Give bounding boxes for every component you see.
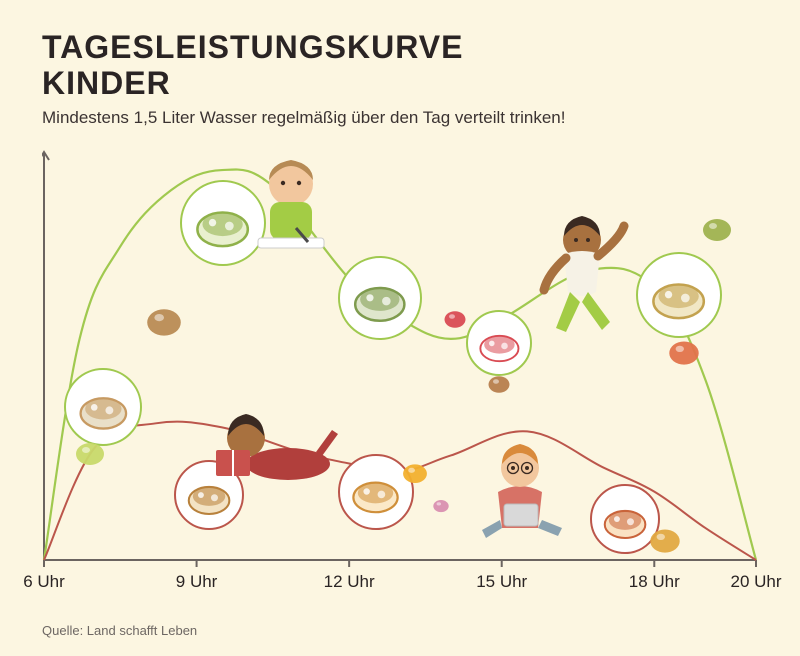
pepper-rings-icon [656,330,712,372]
seeds-icon [140,290,188,350]
title-line-2: KINDER [42,65,171,101]
chips-icon [640,518,690,560]
salad-bowl-bubble [338,256,422,340]
x-tick-label: 15 Uhr [476,572,527,592]
strawberry-icon [440,300,470,336]
pumpkin-seeds-icon [690,208,744,248]
child-reading-lying [210,398,340,493]
child-sitting-tablet [468,432,572,547]
apple-icon [70,432,110,472]
sandwich-bubble [636,252,722,338]
subtitle: Mindestens 1,5 Liter Wasser regelmäßig ü… [42,108,565,128]
yogurt-berries-bubble [466,310,532,376]
soda-glass-icon [398,444,432,500]
child-writing [236,150,346,265]
x-tick-label: 20 Uhr [730,572,781,592]
x-tick-label: 9 Uhr [176,572,218,592]
title-line-1: TAGESLEISTUNGSKURVE [42,29,463,65]
x-tick-label: 12 Uhr [324,572,375,592]
source-line: Quelle: Land schafft Leben [42,623,197,638]
x-tick-label: 18 Uhr [629,572,680,592]
page-title: TAGESLEISTUNGSKURVE KINDER [42,30,463,102]
child-jumping [524,210,634,345]
x-tick-label: 6 Uhr [23,572,65,592]
gummy-icon [424,494,458,516]
walnuts-icon [476,368,522,398]
